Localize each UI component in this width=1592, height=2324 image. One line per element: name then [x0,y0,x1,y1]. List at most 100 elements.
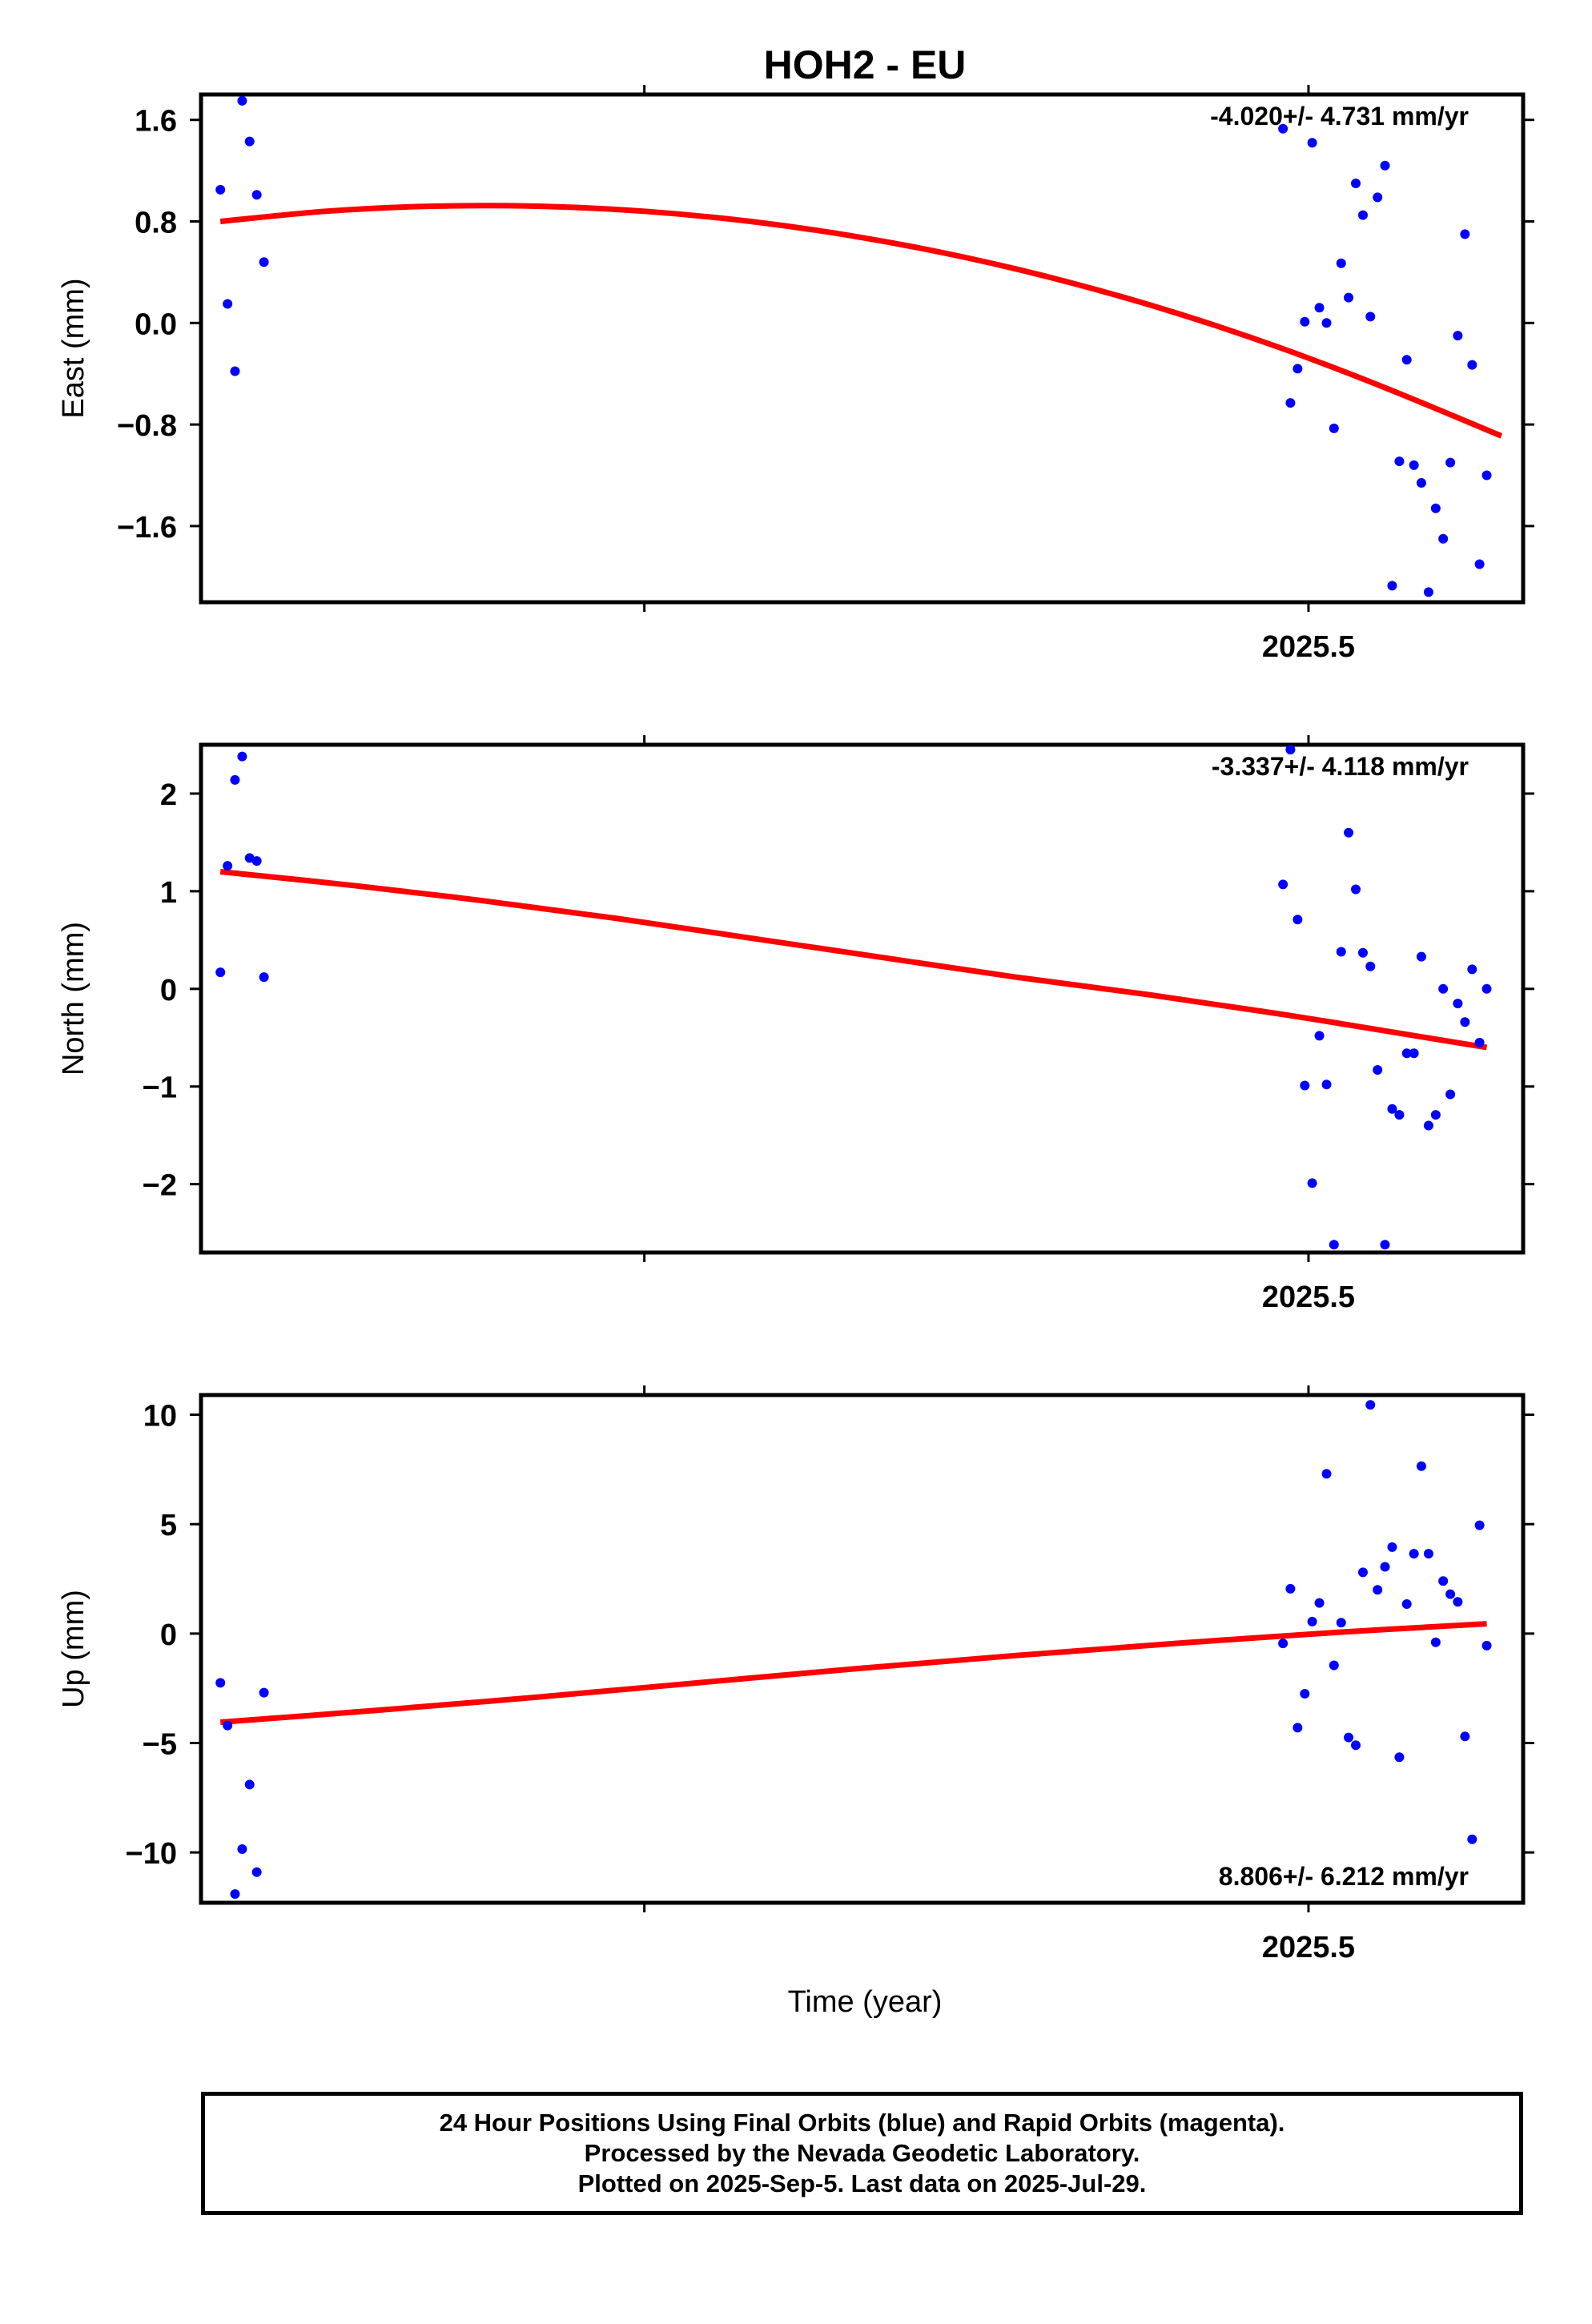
east-data-point [1357,210,1368,220]
east-data-point [1467,360,1477,370]
east-data-point [1300,316,1310,327]
east-data-point [244,136,255,147]
up-data-point [1460,1731,1470,1742]
up-data-point [237,1844,247,1855]
north-fit-line [219,869,1488,1051]
up-data-point [1292,1723,1303,1733]
east-data-point [1307,138,1317,148]
up-plot-frame [199,1393,1526,1905]
north-data-point [215,967,226,978]
x-axis-label: Time (year) [788,1985,943,2019]
north-data-point [1314,1031,1325,1041]
east-data-point [223,299,233,309]
up-data-point [1394,1752,1405,1763]
up-y-tick-label: 5 [160,1509,177,1542]
east-data-point [259,257,269,267]
east-data-point [1292,364,1303,374]
up-y-axis-label: Up (mm) [57,1590,90,1708]
north-data-point [1300,1080,1310,1091]
up-data-point [1423,1549,1433,1559]
up-data-point [1357,1567,1368,1578]
up-data-point [1380,1562,1390,1572]
east-data-point [1344,292,1354,303]
east-data-point [1394,456,1405,467]
north-data-point [1438,983,1449,994]
east-y-tick-label: 0.8 [135,207,177,240]
north-data-point [251,856,262,866]
north-data-point [1365,961,1376,971]
panels-group: 1.6 0.8 0.0 −0.8 −1.6 2025.5 East (mm) -4.020+/… [57,85,1534,1964]
north-data-point [1481,983,1492,994]
up-data-point [1300,1689,1310,1699]
east-rate-label: -4.020+/- 4.731 mm/yr [1210,102,1469,131]
east-plot-frame [199,92,1526,605]
up-data-point [230,1889,240,1900]
up-data-point [223,1720,233,1731]
north-data-point [1344,827,1354,838]
north-data-point [1401,1048,1412,1059]
east-x-tick-label: 2025.5 [1262,630,1355,664]
up-data-point [1344,1732,1354,1743]
north-data-point [1445,1089,1456,1100]
east-data-point [230,366,240,376]
north-data-point [1467,964,1477,975]
up-data-point [1445,1589,1456,1599]
up-fit-line [219,1621,1487,1726]
up-data-point [1401,1598,1412,1609]
north-data-point [259,972,269,983]
east-data-point [251,190,262,200]
north-y-axis-label: North (mm) [57,922,90,1076]
up-data-point [1329,1660,1339,1671]
up-x-tick-label: 2025.5 [1262,1931,1355,1964]
up-data-point [1416,1461,1426,1471]
north-y-tick-label: 1 [160,876,177,910]
north-data-point [1394,1110,1405,1120]
up-data-point [1351,1740,1361,1751]
north-data-point [1351,884,1361,895]
east-data-point [1314,303,1325,313]
north-data-point [1373,1065,1383,1076]
east-data-point [1460,229,1470,239]
up-data-point [244,1779,255,1790]
up-data-point [1387,1542,1397,1552]
east-data-point [1321,318,1332,328]
north-data-point [1460,1017,1470,1027]
east-data-point [1481,470,1492,480]
north-data-point [1430,1110,1441,1120]
north-data-point [1387,1104,1397,1114]
east-data-point [1373,192,1383,203]
north-plot-frame [199,742,1526,1255]
up-data-point [1365,1400,1376,1410]
up-y-tick-label: 0 [160,1618,177,1652]
north-y-tick-label: 2 [160,778,177,812]
footer-line-orbits: 24 Hour Positions Using Final Orbits (bl… [439,2109,1285,2137]
up-data-point [1321,1469,1332,1479]
up-data-point [215,1678,226,1688]
footer-info-box: 24 Hour Positions Using Final Orbits (bl… [201,2092,1523,2215]
up-data-point [1307,1616,1317,1626]
footer-line-dates: Plotted on 2025-Sep-5. Last data on 2025… [577,2169,1147,2197]
east-data-point [1285,398,1296,408]
east-data-point [1438,533,1449,544]
up-y-tick-label: −10 [126,1837,177,1871]
up-data-point [1481,1640,1492,1651]
east-y-axis-label: East (mm) [57,278,90,418]
north-data-point [1357,947,1368,958]
up-data-point [1314,1598,1325,1608]
east-y-tick-label: 1.6 [135,105,177,139]
east-data-point [1351,178,1361,188]
up-rate-label: 8.806+/- 6.212 mm/yr [1219,1862,1469,1891]
up-data-point [1336,1618,1346,1628]
north-data-point [1329,1240,1339,1250]
up-data-point [1278,1638,1288,1649]
east-data-point [1365,312,1376,322]
up-data-point [1438,1576,1449,1586]
east-data-point [1336,258,1346,268]
up-data-point [1409,1549,1419,1559]
east-data-point [1445,457,1456,468]
north-data-point [223,861,233,871]
east-data-point [1380,160,1390,171]
up-data-point [1285,1583,1296,1594]
east-y-tick-label: −1.6 [117,511,177,545]
north-data-point [1453,999,1463,1009]
